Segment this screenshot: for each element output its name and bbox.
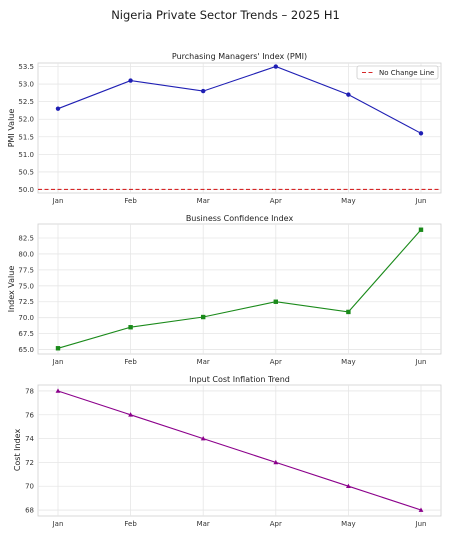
x-tick-label: May [341,197,355,205]
x-tick-label: Apr [270,358,282,366]
series-line [57,390,422,511]
y-axis-label: Index Value [7,266,16,313]
x-tick-label: Feb [124,358,137,366]
data-point [55,346,61,351]
plot-area [37,62,442,194]
panel-title: Business Confidence Index [186,214,294,223]
y-tick-label: 53.5 [18,63,34,71]
x-tick-label: Mar [197,520,210,528]
y-tick-label: 53.0 [18,81,34,89]
y-tick-label: 52.0 [18,116,34,124]
y-tick-label: 78 [25,387,34,395]
x-tick-label: Jan [52,358,64,366]
y-tick-label: 51.5 [18,133,34,141]
y-tick-label: 76 [25,411,34,419]
x-tick-label: Jun [415,358,427,366]
series-line [57,65,422,134]
x-tick-label: Jun [415,197,427,205]
y-tick-label: 67.5 [18,330,34,338]
data-point [273,459,279,465]
y-tick-label: 65.0 [18,346,34,354]
x-tick-label: Mar [197,197,210,205]
x-tick-label: Feb [124,520,137,528]
x-tick-label: Apr [270,520,282,528]
data-point [273,64,278,69]
y-tick-label: 50.0 [18,186,34,194]
data-point [55,388,61,393]
legend [356,65,439,80]
x-tick-label: Feb [124,197,137,205]
x-tick-label: May [341,520,355,528]
x-tick-label: Jan [52,520,64,528]
data-point [418,507,424,512]
y-tick-label: 70 [25,483,34,491]
data-point [201,314,206,320]
plot-area [37,223,442,355]
data-point [418,227,424,232]
y-tick-label: 75.0 [18,282,34,290]
data-point [346,309,351,315]
y-tick-label: 72.5 [18,298,34,306]
data-point [55,106,61,111]
y-tick-label: 50.5 [18,168,34,176]
y-tick-label: 74 [25,435,34,443]
legend-label: No Change Line [379,69,434,77]
y-tick-label: 52.5 [18,98,34,106]
y-tick-label: 77.5 [18,266,34,274]
data-point [346,483,351,489]
y-axis-label: PMI Value [7,109,16,148]
y-tick-label: 51.0 [18,151,34,159]
data-point [128,412,133,417]
data-point [346,92,351,97]
x-tick-label: May [341,358,355,366]
business-confidence-chart: Business Confidence Index Index Value 65… [7,214,442,366]
y-tick-label: 80.0 [18,250,34,258]
panel-title: Purchasing Managers' Index (PMI) [172,52,307,61]
figure-title: Nigeria Private Sector Trends – 2025 H1 [111,8,340,22]
pmi-chart: Purchasing Managers' Index (PMI) PMI Val… [7,52,442,205]
x-tick-label: Jan [52,197,64,205]
x-tick-label: Apr [270,197,282,205]
data-point [128,78,133,83]
input-cost-chart: Input Cost Inflation Trend Cost Index 68… [13,375,442,528]
x-tick-label: Mar [197,358,210,366]
y-tick-label: 72 [25,459,34,467]
data-point [418,131,424,136]
data-point [201,88,206,94]
y-tick-label: 82.5 [18,235,34,243]
panel-title: Input Cost Inflation Trend [189,375,290,384]
y-tick-label: 68 [25,507,34,515]
data-point [128,325,133,330]
data-point [200,435,206,441]
data-point [273,299,278,304]
series-line [57,229,422,349]
y-tick-label: 70.0 [18,314,34,322]
x-tick-label: Jun [415,520,427,528]
y-axis-label: Cost Index [13,429,22,472]
